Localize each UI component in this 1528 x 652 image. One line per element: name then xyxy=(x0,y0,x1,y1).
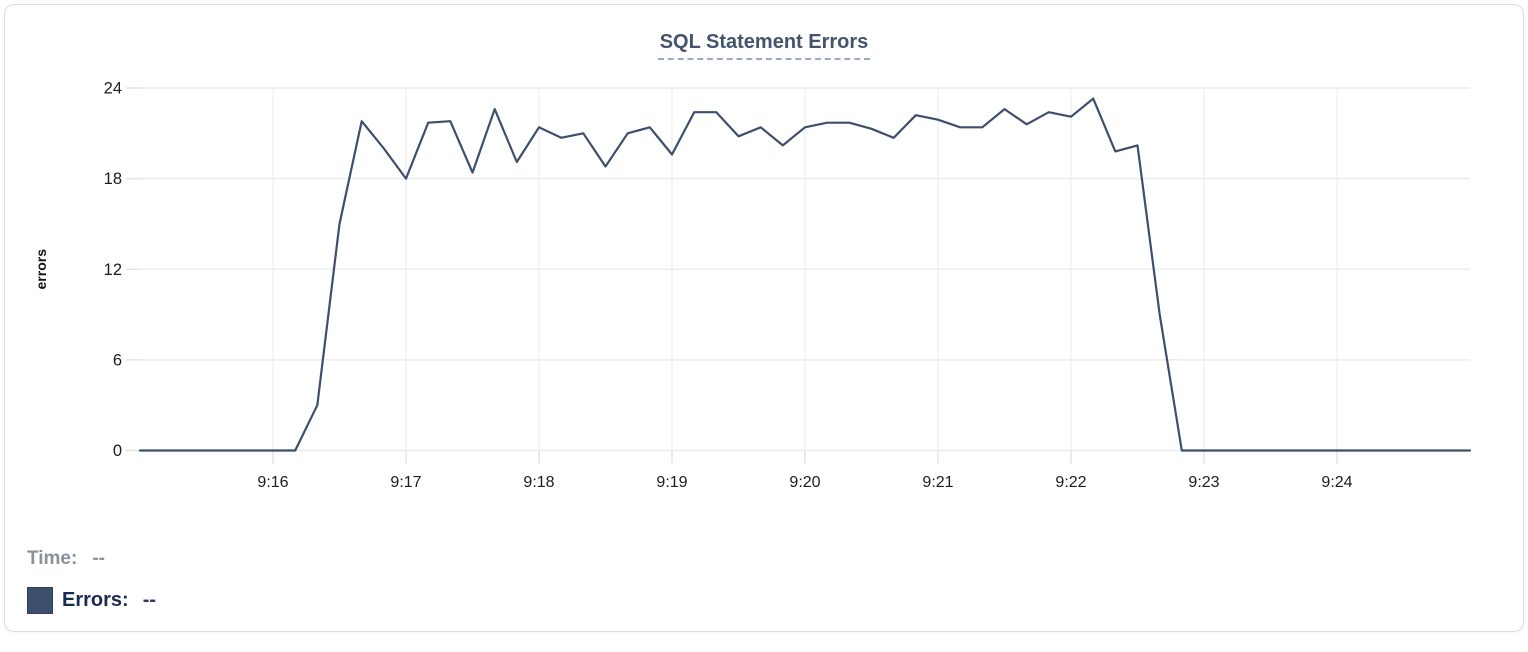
time-readout-value: -- xyxy=(92,548,105,569)
chart-title[interactable]: SQL Statement Errors xyxy=(657,31,871,60)
errors-series-swatch xyxy=(27,587,53,614)
hover-readout-time: Time: -- xyxy=(27,548,105,570)
x-tick-label: 9:21 xyxy=(922,474,953,491)
y-tick-label: 18 xyxy=(104,170,122,188)
x-tick-label: 9:24 xyxy=(1321,474,1352,491)
hover-readout-errors: Errors: -- xyxy=(27,587,156,614)
y-axis-label: errors xyxy=(33,249,49,290)
x-tick-label: 9:22 xyxy=(1055,474,1086,491)
x-tick-label: 9:19 xyxy=(656,474,687,491)
x-tick-label: 9:17 xyxy=(390,474,421,491)
y-tick-label: 6 xyxy=(113,351,122,369)
y-tick-label: 24 xyxy=(104,80,122,98)
x-tick-label: 9:16 xyxy=(257,474,288,491)
y-tick-label: 0 xyxy=(113,442,122,460)
y-tick-label: 12 xyxy=(104,261,122,279)
x-tick-label: 9:20 xyxy=(789,474,820,491)
errors-readout-label: Errors: xyxy=(62,589,129,611)
chart-title-container: SQL Statement Errors xyxy=(5,31,1523,60)
chart-card: SQL Statement Errors Time: -- Errors: -- xyxy=(4,4,1524,632)
time-readout-label: Time: xyxy=(27,548,78,569)
x-tick-label: 9:23 xyxy=(1188,474,1219,491)
errors-readout-value: -- xyxy=(142,589,157,611)
x-tick-label: 9:18 xyxy=(523,474,554,491)
errors-series-line xyxy=(138,97,1472,452)
